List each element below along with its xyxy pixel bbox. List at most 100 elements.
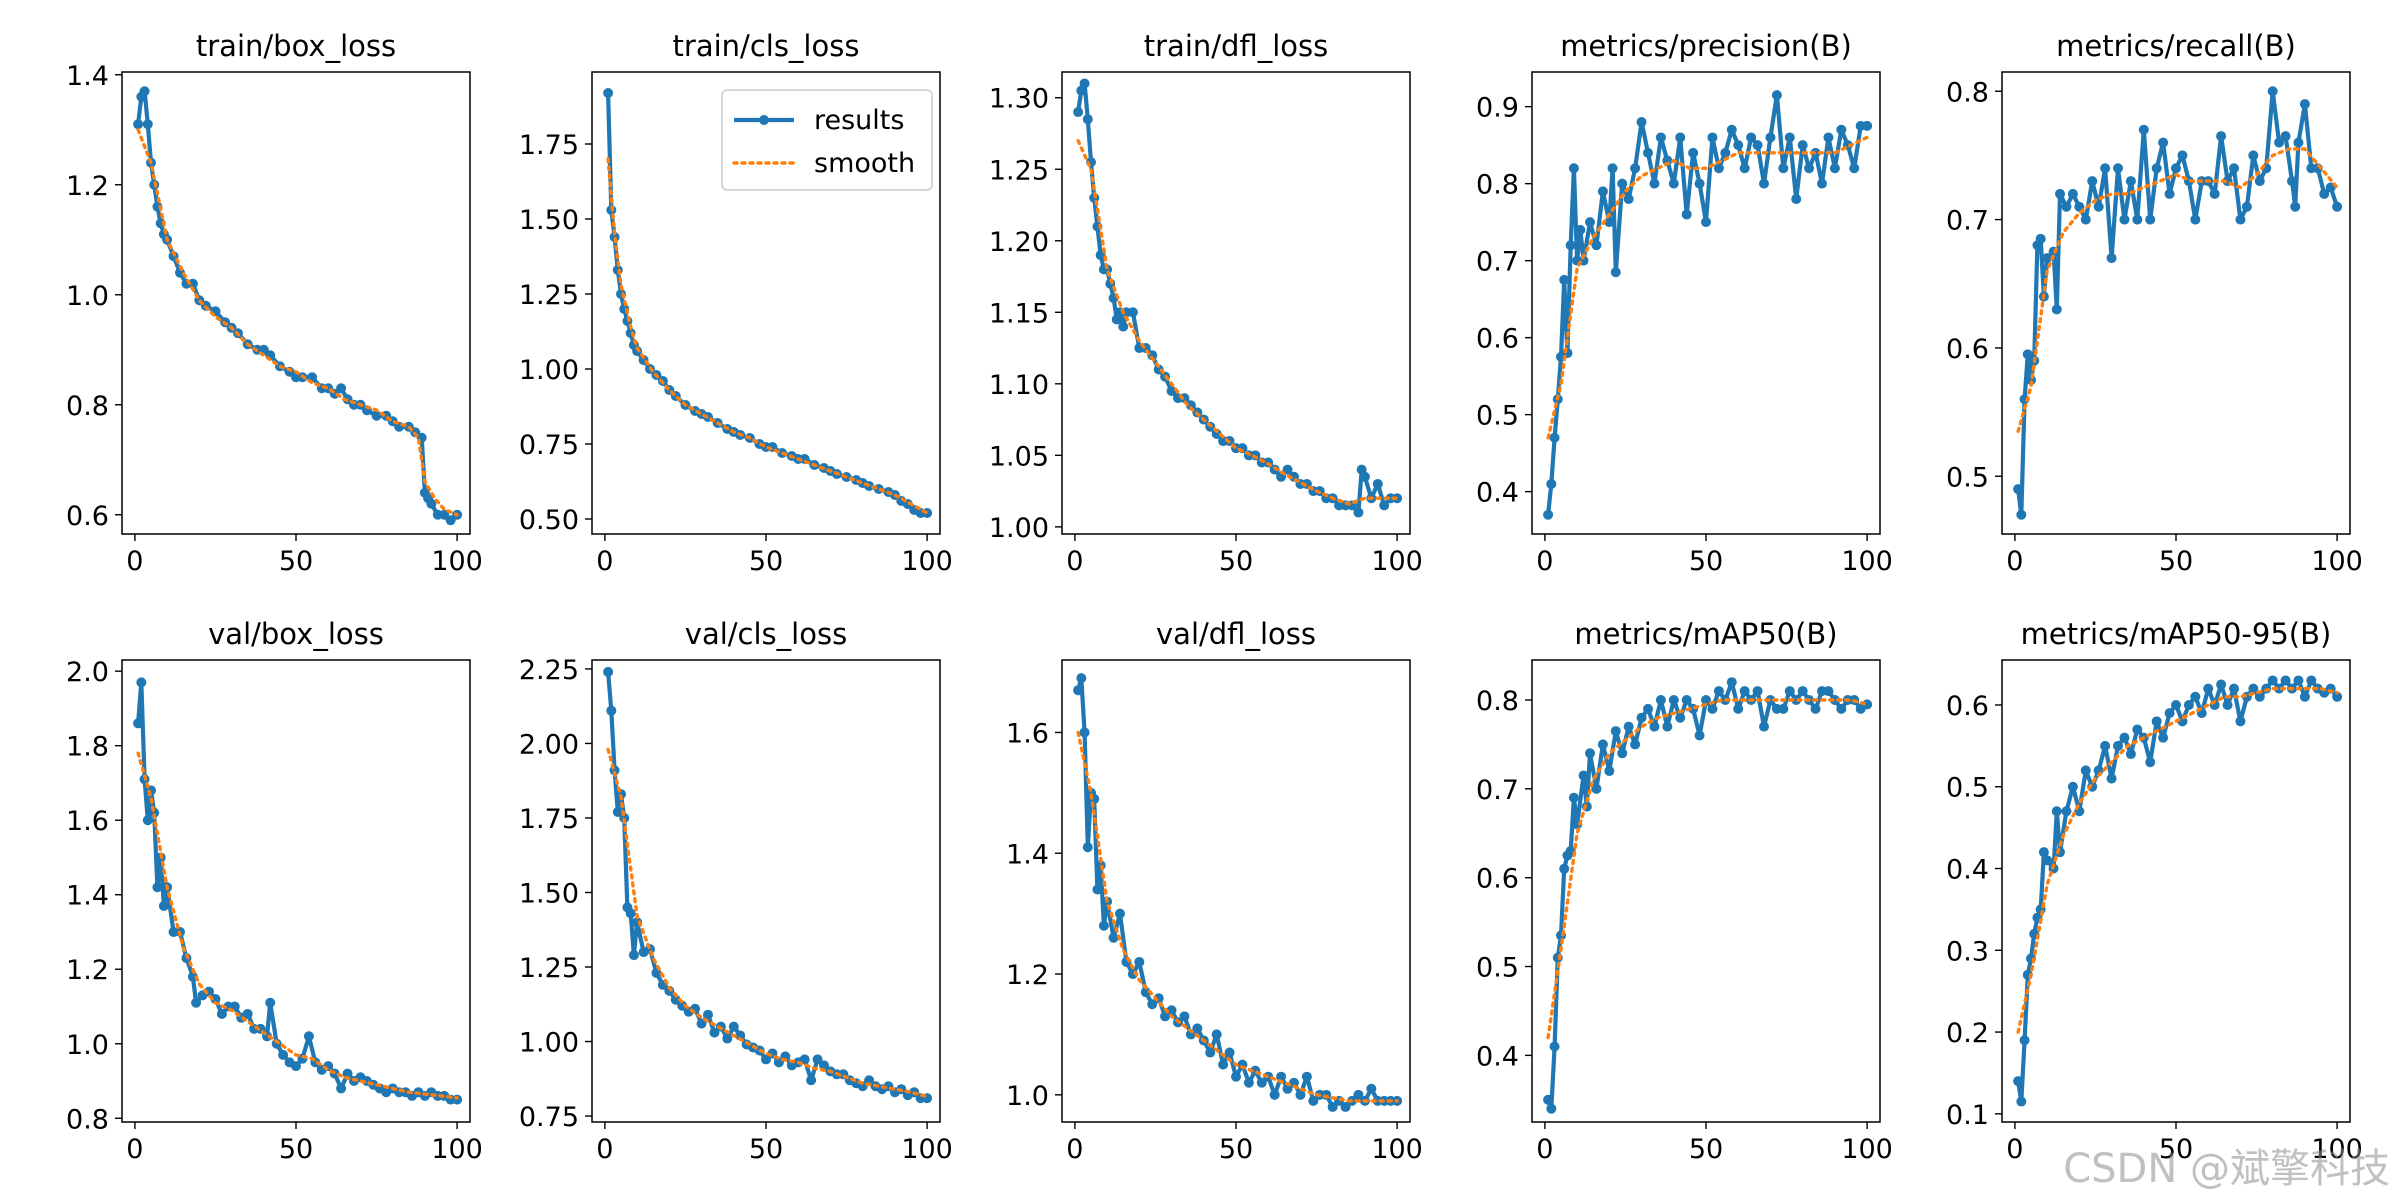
results-point <box>1604 217 1615 228</box>
results-point <box>1713 163 1724 174</box>
results-point <box>2248 683 2259 694</box>
results-point <box>1746 132 1757 143</box>
y-tick-label: 0.5 <box>1476 953 1519 984</box>
results-point <box>1707 703 1718 714</box>
results-point <box>2290 201 2301 212</box>
smooth-line <box>606 747 929 1099</box>
chart-title: metrics/mAP50-95(B) <box>2021 617 2332 651</box>
results-point <box>1353 507 1364 518</box>
series-results <box>603 666 933 1104</box>
x-tick-label: 100 <box>901 546 953 577</box>
results-point <box>191 997 202 1008</box>
y-tick-label: 0.6 <box>1476 864 1519 895</box>
y-tick-label: 1.30 <box>989 84 1049 115</box>
results-point <box>2125 749 2136 760</box>
results-point <box>2019 1035 2030 1046</box>
results-point <box>1224 1047 1235 1058</box>
results-point <box>2061 201 2072 212</box>
results-point <box>303 1031 314 1042</box>
results-point <box>2190 214 2201 225</box>
x-tick-label: 0 <box>1536 1134 1553 1165</box>
chart-metrics-precision-b: metrics/precision(B) 0 50 100 0.4 0.5 0.6 0.7 0.… <box>1476 29 1893 577</box>
plot-frame <box>1531 71 1881 535</box>
results-point <box>2267 86 2278 97</box>
series-results <box>133 86 463 526</box>
y-tick-label: 1.20 <box>989 227 1049 258</box>
results-point <box>2280 675 2291 686</box>
results-point <box>1804 163 1815 174</box>
y-tick-label: 0.8 <box>1946 77 1989 108</box>
results-point <box>2132 724 2143 735</box>
results-point <box>2080 765 2091 776</box>
chart-train-box-loss: train/box_loss 0 50 100 0.6 0.8 1.0 1.2 1.4 <box>66 29 483 577</box>
results-point <box>2042 855 2053 866</box>
results-point <box>1810 703 1821 714</box>
results-point <box>1231 1071 1241 1082</box>
y-tick-label: 0.5 <box>1946 773 1989 804</box>
results-point <box>133 718 144 729</box>
x-tick-label: 100 <box>1841 1134 1893 1165</box>
smooth-line <box>1546 698 1869 1040</box>
results-point <box>1546 1103 1557 1114</box>
results-point <box>1218 1059 1229 1070</box>
x-tick-label: 50 <box>2159 546 2193 577</box>
results-point <box>2138 124 2149 135</box>
results-point <box>1379 500 1390 511</box>
y-tick-label: 1.0 <box>66 281 109 312</box>
smooth-line <box>1546 135 1869 440</box>
results-point <box>1662 721 1673 732</box>
x-tick-label: 0 <box>1066 546 1083 577</box>
results-point <box>2306 675 2317 686</box>
y-tick-label: 1.4 <box>66 881 109 912</box>
results-point <box>1192 1023 1203 1034</box>
results-point <box>722 1033 733 1044</box>
results-point <box>1073 685 1084 696</box>
plot-frame <box>1061 659 1411 1123</box>
results-point <box>371 410 382 421</box>
results-point <box>1778 163 1789 174</box>
results-point <box>1160 1011 1171 1022</box>
results-point <box>2254 691 2265 702</box>
y-tick-label: 1.4 <box>1006 839 1049 870</box>
y-tick-label: 0.9 <box>1476 93 1519 124</box>
y-tick-label: 0.4 <box>1946 855 1989 886</box>
results-point <box>2293 675 2304 686</box>
results-point <box>1543 1094 1554 1105</box>
results-point <box>1147 999 1158 1010</box>
results-point <box>1359 471 1370 482</box>
results-point <box>2067 188 2078 199</box>
results-point <box>1211 1029 1222 1040</box>
y-tick-label: 0.3 <box>1946 936 1989 967</box>
y-tick-label: 1.0 <box>66 1030 109 1061</box>
x-tick-label: 0 <box>1536 546 1553 577</box>
x-tick-label: 100 <box>901 1134 953 1165</box>
y-tick-label: 1.4 <box>66 61 109 92</box>
results-point <box>1098 920 1109 931</box>
y-tick-label: 0.1 <box>1946 1100 1989 1131</box>
results-point <box>1643 703 1653 714</box>
results-point <box>677 1000 688 1011</box>
x-tick-label: 100 <box>2311 546 2363 577</box>
results-point <box>1668 694 1679 705</box>
results-point <box>2190 691 2201 702</box>
plot-frame <box>591 659 941 1123</box>
y-tick-label: 0.6 <box>1476 324 1519 355</box>
y-tick-label: 2.0 <box>66 657 109 688</box>
results-point <box>1340 1101 1351 1112</box>
results-point <box>2332 691 2343 702</box>
results-point <box>2287 176 2297 187</box>
chart-title: val/cls_loss <box>685 617 847 651</box>
results-point <box>1733 140 1744 151</box>
results-point <box>2229 683 2239 694</box>
results-point <box>2051 806 2062 817</box>
results-point <box>1243 1077 1254 1088</box>
y-tick-label: 0.7 <box>1946 206 1989 237</box>
smooth-line <box>136 128 459 517</box>
results-point <box>696 1018 707 1029</box>
results-point <box>2151 163 2162 174</box>
y-tick-label: 1.8 <box>66 732 109 763</box>
results-point <box>2254 176 2265 187</box>
results-point <box>2106 253 2117 264</box>
y-tick-label: 0.5 <box>1946 462 1989 493</box>
results-point <box>2035 233 2046 244</box>
